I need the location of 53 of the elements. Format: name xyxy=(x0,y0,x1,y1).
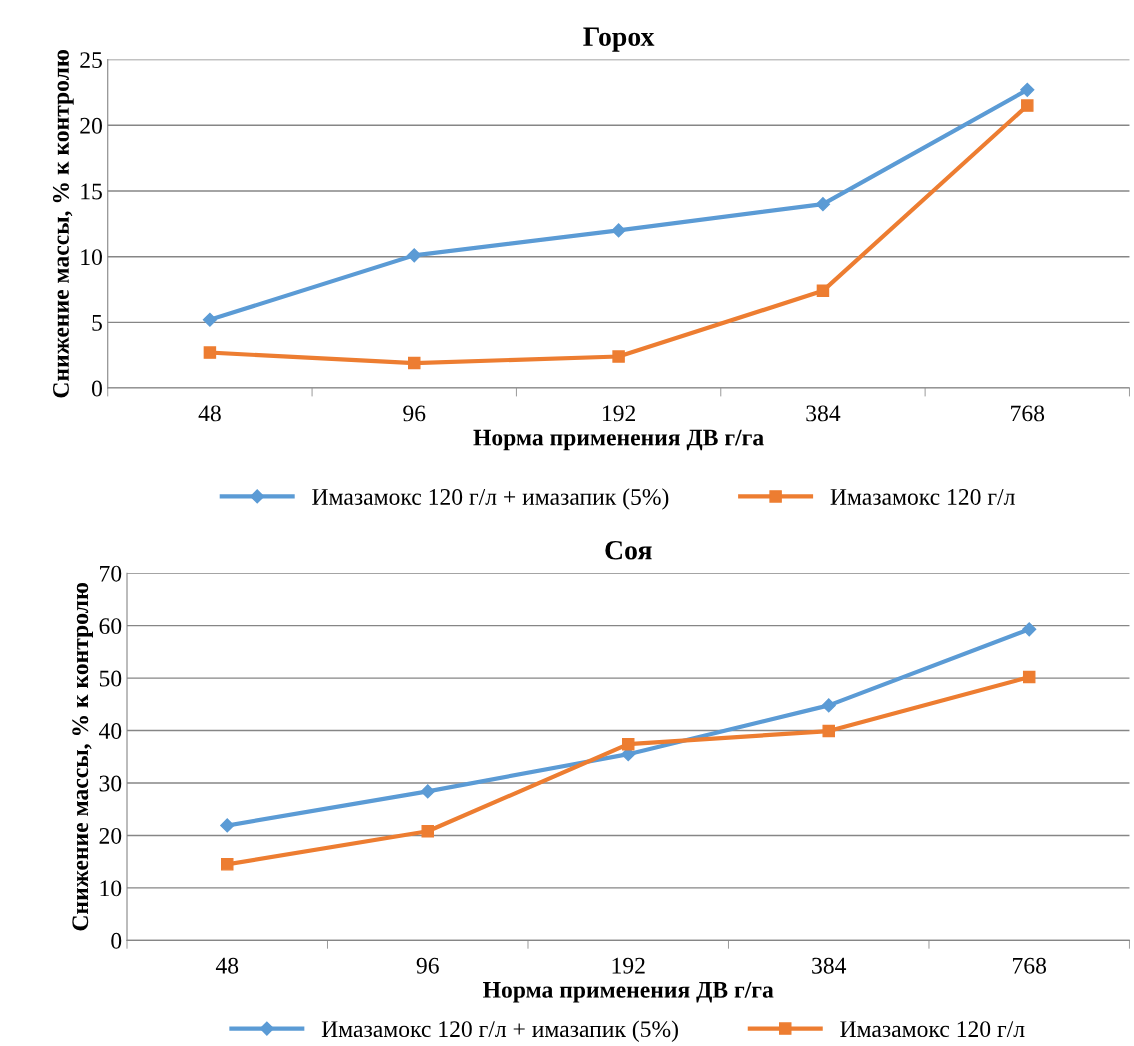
x-tick-label: 768 xyxy=(1013,957,1047,974)
y-axis-title: Снижение массы, % к контролю xyxy=(52,49,74,398)
point xyxy=(611,223,626,238)
legend-label: Имазамокс 120 г/л + имазапик (5%) xyxy=(312,488,669,510)
legend-label: Имазамокс 120 г/л xyxy=(830,488,1015,505)
y-axis-title: Снижение массы, % к контролю xyxy=(72,582,93,931)
x-tick-label: 384 xyxy=(812,957,847,974)
chart-title: Соя xyxy=(605,540,652,560)
point xyxy=(612,350,625,363)
y-tick-label: 60 xyxy=(99,618,122,635)
y-tick-label: 30 xyxy=(99,775,122,792)
y-tick-label: 0 xyxy=(91,380,102,397)
x-tick-label: 192 xyxy=(602,405,635,422)
point xyxy=(816,284,830,298)
y-tick-label: 0 xyxy=(111,932,122,949)
legend-label: Имазамокс 120 г/л + имазапик (5%) xyxy=(321,1020,678,1042)
point xyxy=(420,784,435,799)
legend-label: Имазамокс 120 г/л xyxy=(840,1021,1025,1038)
x-tick-label: 48 xyxy=(215,957,239,974)
point xyxy=(220,818,235,833)
x-tick-label: 768 xyxy=(1011,405,1045,422)
y-tick-label: 20 xyxy=(99,827,122,844)
point xyxy=(203,346,217,359)
y-tick-label: 20 xyxy=(80,117,102,134)
point xyxy=(221,858,234,871)
x-tick-label: 48 xyxy=(198,405,221,422)
point xyxy=(421,825,434,838)
point xyxy=(821,698,836,713)
point xyxy=(621,737,635,751)
x-tick-label: 96 xyxy=(403,405,426,422)
x-tick-label: 192 xyxy=(612,957,645,974)
point xyxy=(202,312,217,327)
chart-title: Горох xyxy=(583,27,655,52)
y-tick-label: 10 xyxy=(81,249,102,266)
point xyxy=(1022,622,1037,637)
point xyxy=(822,724,835,738)
point xyxy=(407,248,422,263)
point xyxy=(1020,82,1035,97)
point xyxy=(1021,99,1034,112)
y-tick-label: 10 xyxy=(100,880,122,897)
y-tick-label: 70 xyxy=(100,565,122,582)
point xyxy=(1022,670,1036,684)
y-tick-label: 25 xyxy=(80,52,102,69)
y-tick-label: 15 xyxy=(81,183,102,200)
x-tick-label: 384 xyxy=(806,405,841,422)
point xyxy=(815,197,831,212)
point xyxy=(407,356,421,370)
x-axis-title: Норма применения ДВ г/га xyxy=(473,429,764,451)
x-axis-title: Норма применения ДВ г/га xyxy=(483,982,774,1003)
y-tick-label: 50 xyxy=(99,670,122,687)
y-tick-label: 5 xyxy=(92,315,102,331)
x-tick-label: 96 xyxy=(416,957,439,974)
y-tick-label: 40 xyxy=(99,723,122,739)
